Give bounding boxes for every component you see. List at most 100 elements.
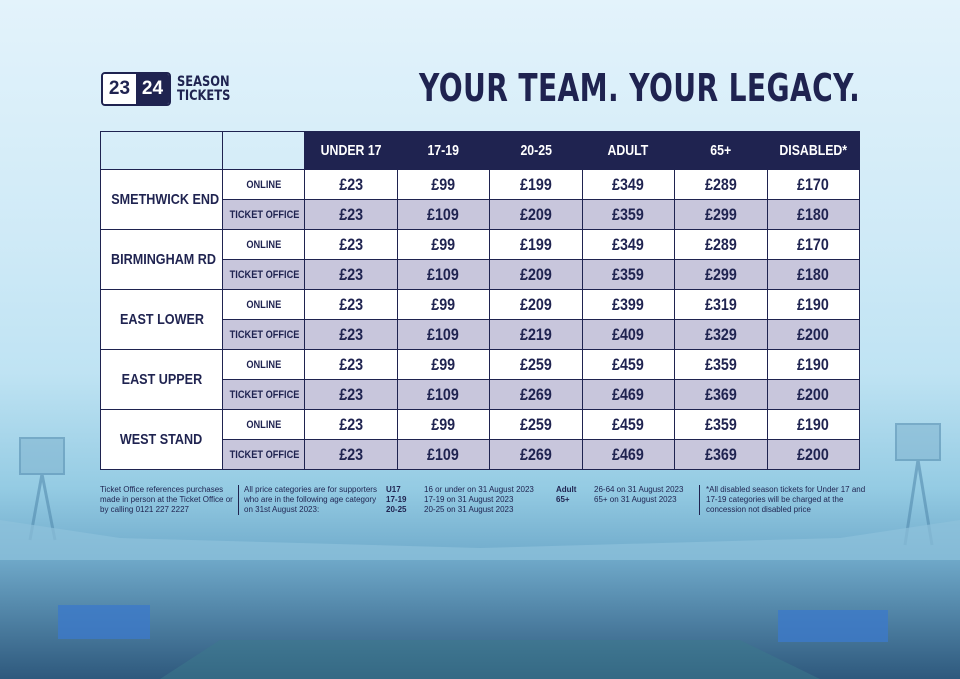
price-cell: £23: [304, 319, 398, 350]
purchase-channel: TICKET OFFICE: [222, 439, 305, 470]
purchase-channel: ONLINE: [222, 349, 305, 380]
table-row: EAST LOWER ONLINE £23 £99 £209 £399 £319 £190: [100, 289, 860, 350]
season-tickets-logo: 23 24 SEASON TICKETS: [101, 72, 242, 106]
price-cell: £199: [489, 169, 583, 200]
price-cell: £359: [581, 259, 675, 290]
header-blank-2: [222, 131, 305, 170]
categories-note: All price categories are for supporters …: [244, 485, 377, 514]
price-cell: £180: [766, 259, 860, 290]
price-cell: £23: [304, 349, 398, 380]
price-cell: £190: [766, 349, 860, 380]
age-list-right: Adult 26-64 on 31 August 2023 65+ 65+ on 3…: [556, 485, 696, 505]
purchase-channel: ONLINE: [222, 229, 305, 260]
price-cell: £469: [581, 379, 675, 410]
price-table-header: UNDER 17 17-19 20-25 ADULT 65+ DISABLED*: [100, 131, 860, 170]
price-cell: £299: [674, 259, 768, 290]
price-cell: £209: [489, 289, 583, 320]
logo-text: SEASON TICKETS: [177, 75, 230, 103]
purchase-channel: TICKET OFFICE: [222, 379, 305, 410]
price-cell: £469: [581, 439, 675, 470]
purchase-channel: TICKET OFFICE: [222, 319, 305, 350]
price-cell: £23: [304, 259, 398, 290]
price-cell: £399: [581, 289, 675, 320]
pitch: [160, 640, 820, 679]
price-cell: £329: [674, 319, 768, 350]
table-row: SMETHWICK END ONLINE £23 £99 £199 £349 £289 £17…: [100, 169, 860, 230]
disabled-note: *All disabled season tickets for Under 1…: [706, 485, 866, 514]
price-table: UNDER 17 17-19 20-25 ADULT 65+ DISABLED*…: [100, 131, 860, 470]
table-row: EAST UPPER ONLINE £23 £99 £259 £459 £359 £190: [100, 349, 860, 410]
age-code: 65+: [556, 495, 570, 504]
price-cell: £99: [396, 349, 490, 380]
price-cell: £109: [396, 379, 490, 410]
price-cell: £109: [396, 259, 490, 290]
price-cell: £319: [674, 289, 768, 320]
age-list-left: U17 16 or under on 31 August 2023 17-19 17…: [386, 485, 556, 515]
price-cell: £200: [766, 379, 860, 410]
price-cell: £170: [766, 169, 860, 200]
age-code: Adult: [556, 485, 577, 494]
logo-line-1: SEASON: [177, 74, 230, 90]
column-header: 17-19: [396, 131, 490, 170]
price-cell: £109: [396, 199, 490, 230]
age-desc: 16 or under on 31 August 2023: [424, 485, 534, 494]
price-cell: £209: [489, 199, 583, 230]
table-row: TICKET OFFICE £23 £109 £209 £359 £299 £180: [101, 199, 860, 230]
age-desc: 17-19 on 31 August 2023: [424, 495, 514, 504]
age-desc: 65+ on 31 August 2023: [594, 495, 677, 504]
price-cell: £459: [581, 349, 675, 380]
stand-name: WEST STAND: [100, 409, 223, 470]
price-cell: £269: [489, 439, 583, 470]
table-row: TICKET OFFICE £23 £109 £209 £359 £299 £180: [101, 259, 860, 290]
table-row: WEST STAND ONLINE £23 £99 £259 £459 £359 £190: [100, 409, 860, 470]
year-end: 24: [136, 74, 169, 104]
column-header: 65+: [674, 131, 768, 170]
price-cell: £209: [489, 259, 583, 290]
price-cell: £289: [674, 169, 768, 200]
age-code: 20-25: [386, 505, 407, 514]
price-cell: £190: [766, 409, 860, 440]
column-header: UNDER 17: [304, 131, 398, 170]
year-start: 23: [103, 74, 136, 104]
note-divider: [238, 485, 239, 515]
price-cell: £23: [304, 439, 398, 470]
price-cell: £109: [396, 319, 490, 350]
stand-name: SMETHWICK END: [100, 169, 223, 230]
purchase-channel: TICKET OFFICE: [222, 199, 305, 230]
purchase-channel: ONLINE: [222, 409, 305, 440]
scoreboard-left: [58, 605, 150, 639]
age-desc: 26-64 on 31 August 2023: [594, 485, 684, 494]
price-cell: £99: [396, 289, 490, 320]
stand-name: BIRMINGHAM RD: [100, 229, 223, 290]
price-cell: £180: [766, 199, 860, 230]
price-cell: £219: [489, 319, 583, 350]
age-code: U17: [386, 485, 401, 494]
price-cell: £459: [581, 409, 675, 440]
column-header: DISABLED*: [766, 131, 860, 170]
price-cell: £369: [674, 439, 768, 470]
stand-name: EAST LOWER: [100, 289, 223, 350]
age-code: 17-19: [386, 495, 407, 504]
price-cell: £369: [674, 379, 768, 410]
price-cell: £23: [304, 289, 398, 320]
price-cell: £359: [674, 409, 768, 440]
price-cell: £190: [766, 289, 860, 320]
purchase-channel: ONLINE: [222, 169, 305, 200]
price-cell: £200: [766, 439, 860, 470]
stand-roof: [0, 520, 960, 560]
price-cell: £349: [581, 169, 675, 200]
purchase-channel: ONLINE: [222, 289, 305, 320]
price-cell: £359: [581, 199, 675, 230]
price-cell: £299: [674, 199, 768, 230]
price-cell: £289: [674, 229, 768, 260]
price-cell: £200: [766, 319, 860, 350]
price-cell: £23: [304, 199, 398, 230]
ticket-office-note: Ticket Office references purchases made …: [100, 485, 233, 514]
price-cell: £99: [396, 409, 490, 440]
price-cell: £359: [674, 349, 768, 380]
note-divider: [699, 485, 700, 515]
table-row: BIRMINGHAM RD ONLINE £23 £99 £199 £349 £289 £17…: [100, 229, 860, 290]
header-blank: [100, 131, 223, 170]
scoreboard-right: [778, 610, 888, 642]
